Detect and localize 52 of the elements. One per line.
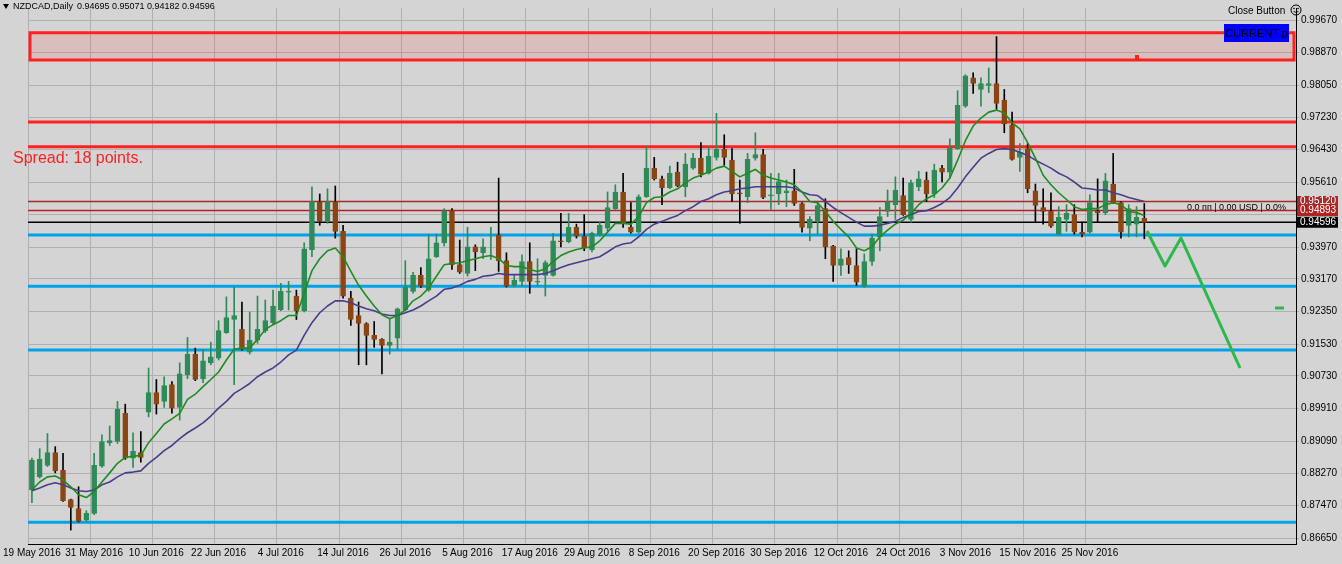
y-tick-label: 0.88270 (1301, 467, 1338, 479)
x-tick-label: 26 Jul 2016 (379, 546, 432, 558)
y-tick-label: 0.86650 (1301, 531, 1338, 543)
x-tick-label: 10 Jun 2016 (128, 546, 185, 558)
annotation: Close Button (1228, 5, 1286, 16)
annotation: Spread: 18 points. (13, 149, 143, 167)
x-tick-label: 5 Aug 2016 (442, 546, 494, 558)
x-tick-label: 22 Jun 2016 (191, 546, 247, 558)
x-tick-label: 19 May 2016 (2, 546, 62, 558)
x-tick-label: 30 Sep 2016 (750, 546, 808, 558)
candlestick (386, 319, 393, 355)
chart-subtitle: 0.94695 0.95071 0.94182 0.94596 (77, 1, 215, 12)
x-tick-label: 3 Nov 2016 (939, 546, 992, 558)
x-tick-label: 25 Nov 2016 (1061, 546, 1119, 558)
candlestick (231, 286, 237, 385)
y-tick-label: 0.93970 (1301, 240, 1338, 252)
candlestick (970, 72, 976, 94)
y-tick-label: 0.90730 (1301, 369, 1338, 381)
y-tick-label: 0.96430 (1301, 143, 1338, 155)
y-tick-label: 0.95610 (1301, 175, 1338, 187)
x-tick-label: 24 Oct 2016 (875, 546, 931, 558)
annotation: CURRENT р (1224, 24, 1289, 42)
candlestick (379, 338, 385, 375)
candlestick (106, 425, 113, 446)
y-tick-label: 0.92350 (1301, 305, 1338, 317)
candlestick (985, 67, 992, 93)
x-tick-label: 12 Oct 2016 (813, 546, 869, 558)
x-tick-label: 8 Sep 2016 (628, 546, 681, 558)
y-tick-label: 0.87470 (1301, 499, 1338, 511)
y-tick-label: 0.99670 (1301, 14, 1338, 26)
chart-title: NZDCAD,Daily (13, 1, 74, 12)
ref-line-label: 0.95120 (1300, 195, 1337, 207)
x-tick-label: 17 Aug 2016 (501, 546, 559, 558)
x-tick-label: 31 May 2016 (65, 546, 124, 558)
candlestick (1141, 203, 1148, 240)
x-tick-label: 29 Aug 2016 (563, 546, 621, 558)
ref-line-label: 0.94893 (1300, 204, 1337, 216)
y-tick-label: 0.91530 (1301, 337, 1338, 349)
x-tick-label: 15 Nov 2016 (999, 546, 1057, 558)
y-tick-label: 0.97230 (1301, 111, 1338, 123)
y-tick-label: 0.93170 (1301, 272, 1338, 284)
x-tick-label: 4 Jul 2016 (257, 546, 305, 558)
y-tick-label: 0.89910 (1301, 402, 1338, 414)
annotation: 0.0 пп | 0.00 USD | 0.0% (1187, 202, 1286, 213)
y-tick-label: 0.98050 (1301, 78, 1338, 90)
x-tick-label: 20 Sep 2016 (688, 546, 746, 558)
candlestick (768, 172, 774, 210)
ref-line-label: 0.94596 (1300, 216, 1337, 228)
y-tick-label: 0.98870 (1301, 46, 1338, 58)
y-tick-label: 0.89090 (1301, 434, 1338, 446)
candlestick (371, 321, 378, 348)
x-tick-label: 14 Jul 2016 (317, 546, 370, 558)
